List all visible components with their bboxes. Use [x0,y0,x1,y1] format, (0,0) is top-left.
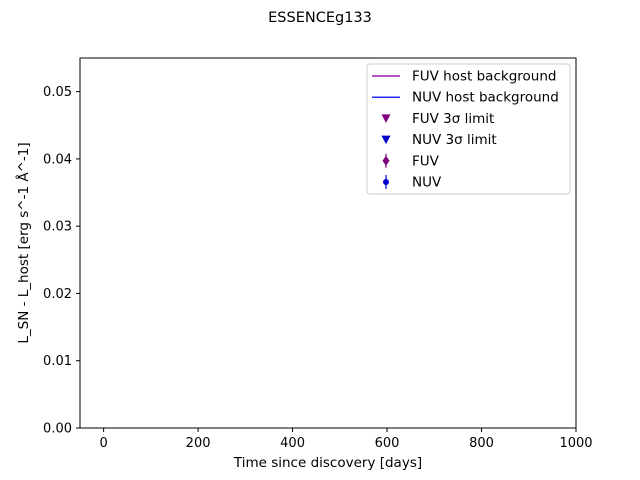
y-tick-label: 0.04 [43,152,72,167]
circle-marker-icon [383,179,389,185]
y-tick-label: 0.00 [43,422,72,437]
down-triangle-marker-icon [381,114,391,123]
legend: FUV host background NUV host background FU… [366,63,571,195]
x-tick-label: 400 [280,436,305,451]
legend-frame [366,63,571,195]
diamond-marker-icon [382,155,390,166]
y-tick-label: 0.03 [43,220,72,235]
y-tick-label: 0.01 [43,354,72,369]
legend-entry: FUV [382,153,440,169]
legend-label: NUV [412,175,442,191]
legend-entry: FUV 3σ limit [381,111,494,127]
x-tick-label: 200 [186,436,211,451]
x-axis-ticks: 0 200 400 600 800 1000 [99,428,593,451]
legend-label: FUV host background [412,69,556,85]
y-axis-label: L_SN - L_host [erg s^-1 Å^-1] [15,142,32,343]
y-tick-label: 0.05 [43,85,72,100]
y-tick-label: 0.02 [43,287,72,302]
down-triangle-marker-icon [381,135,391,145]
x-tick-label: 800 [469,436,494,451]
legend-entry: FUV host background [372,69,556,85]
legend-label: NUV 3σ limit [412,132,497,148]
legend-label: FUV [412,153,440,169]
legend-entry: NUV [383,175,442,191]
legend-entries: FUV host background NUV host background FU… [372,69,559,191]
legend-label: NUV host background [412,90,559,106]
x-tick-label: 600 [375,436,400,451]
x-tick-label: 1000 [559,436,592,451]
x-tick-label: 0 [99,436,107,451]
legend-entry: NUV host background [372,90,559,106]
y-axis-ticks: 0.00 0.01 0.02 0.03 0.04 0.05 [43,85,80,437]
x-axis-label: Time since discovery [days] [233,455,422,471]
chart-title: ESSENCEg133 [268,10,372,26]
legend-label: FUV 3σ limit [412,111,494,127]
legend-entry: NUV 3σ limit [381,132,497,148]
